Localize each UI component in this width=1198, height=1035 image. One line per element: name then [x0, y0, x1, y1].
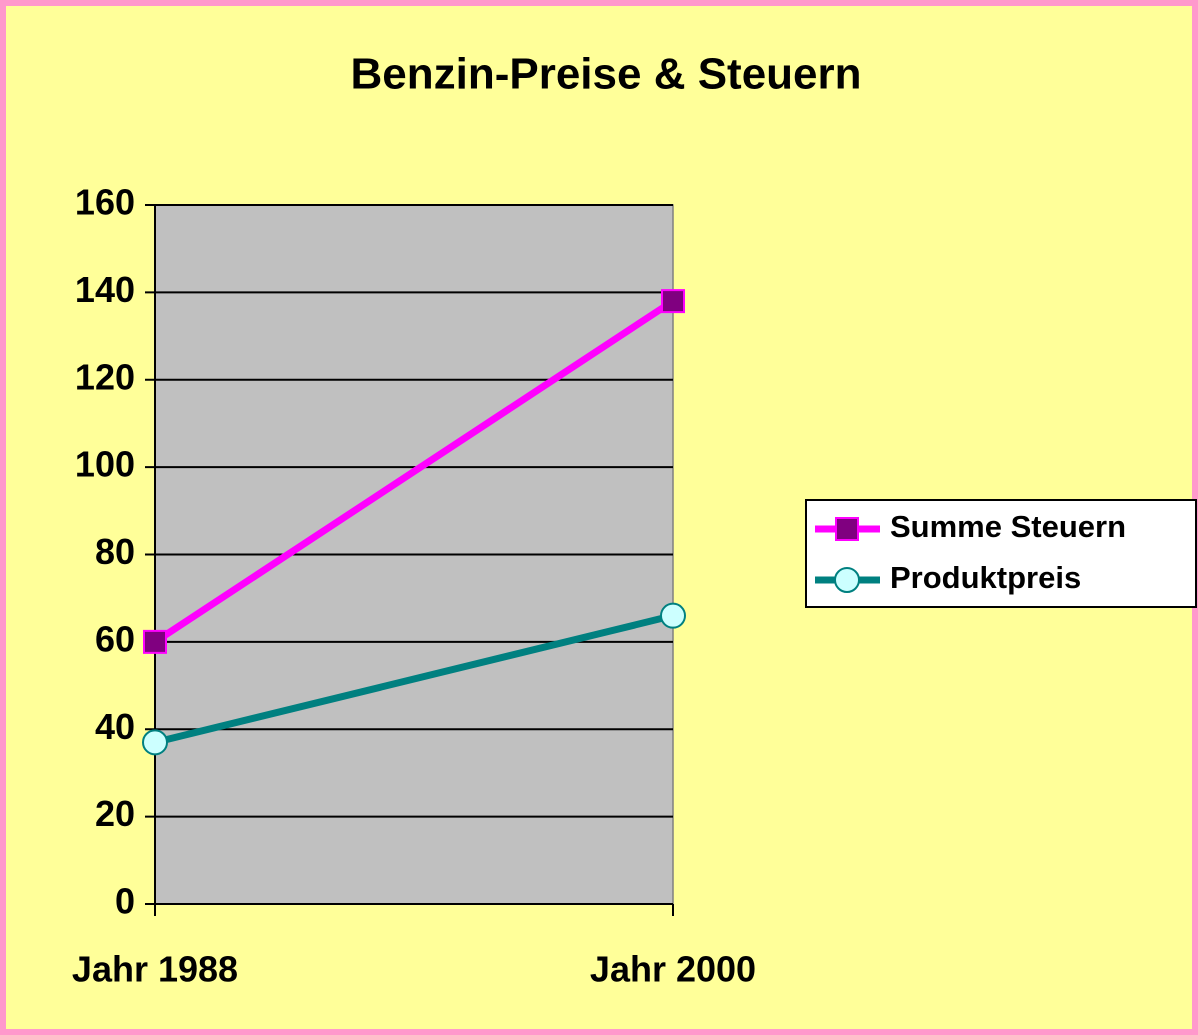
legend-label: Produktpreis: [890, 560, 1081, 595]
chart-title: Benzin-Preise & Steuern: [350, 50, 861, 99]
y-tick-label: 120: [75, 356, 135, 397]
y-tick-label: 140: [75, 269, 135, 310]
data-point: [660, 602, 686, 629]
y-tick-label: 20: [95, 793, 135, 834]
legend-marker: [834, 567, 860, 593]
y-tick-label: 160: [75, 182, 135, 223]
y-tick-label: 80: [95, 531, 135, 572]
legend-marker: [835, 517, 859, 541]
data-point: [143, 629, 167, 654]
y-tick-label: 100: [75, 444, 135, 485]
x-tick-label: Jahr 2000: [590, 949, 756, 990]
data-point: [142, 729, 168, 756]
y-tick-label: 0: [115, 881, 135, 922]
y-tick-label: 60: [95, 618, 135, 659]
y-tick-label: 40: [95, 706, 135, 747]
data-point: [661, 289, 685, 314]
legend: [805, 499, 1197, 608]
legend-label: Summe Steuern: [890, 509, 1126, 544]
series-line: [153, 298, 675, 645]
series-line: [154, 612, 674, 746]
x-tick-label: Jahr 1988: [72, 949, 238, 990]
